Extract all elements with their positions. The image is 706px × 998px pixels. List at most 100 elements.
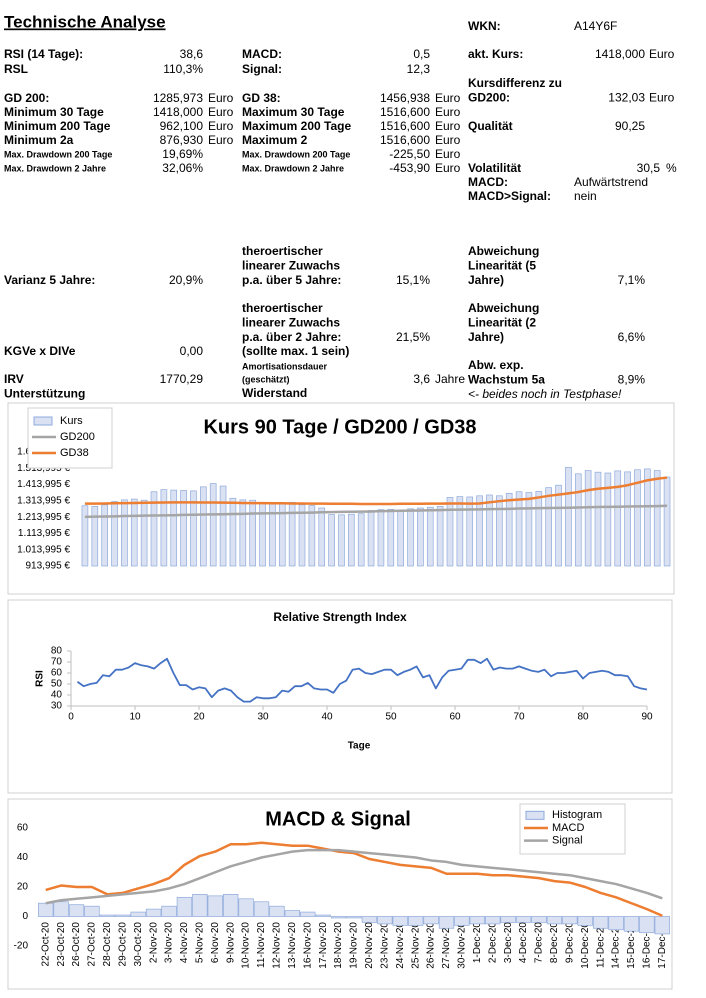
field-label: Signal: <box>242 62 282 76</box>
bar <box>654 916 670 935</box>
y-tick-label: 60 <box>17 823 29 834</box>
bar <box>238 898 254 917</box>
x-tick-label: 27-Oct-20 <box>87 922 98 967</box>
field-label: GD 38: <box>242 91 281 105</box>
chart-title: Kurs 90 Tage / GD200 / GD38 <box>203 416 476 438</box>
bar <box>330 916 347 919</box>
line <box>45 841 663 917</box>
bar <box>176 896 193 917</box>
x-tick-label: 30-Nov-20 <box>457 922 468 969</box>
x-tick-label: 16-Nov-20 <box>302 922 313 969</box>
bar <box>614 470 622 567</box>
x-tick-label: 90 <box>641 712 653 723</box>
field-label: MACD: <box>242 47 282 61</box>
bar <box>387 508 395 567</box>
field-label: Max. Drawdown 200 Tage <box>4 149 112 159</box>
x-tick-label: 24-Nov-20 <box>395 922 406 969</box>
field-label: Wachstum 5a <box>468 372 545 386</box>
bar <box>577 916 593 926</box>
bar <box>150 491 158 567</box>
x-tick-label: 13-Nov-20 <box>287 922 298 969</box>
bar <box>485 916 501 925</box>
x-tick-label: 22-Oct-20 <box>40 922 51 967</box>
bar <box>624 471 631 567</box>
x-tick-label: 30-Oct-20 <box>133 922 144 967</box>
x-tick-label: 70 <box>513 712 525 723</box>
bar <box>644 468 651 567</box>
field-label: p.a. über 5 Jahre: <box>242 273 341 287</box>
chart-frame <box>7 599 673 794</box>
field-value: 15,1% <box>396 273 430 287</box>
bar <box>209 483 217 567</box>
bar <box>229 497 237 567</box>
bar <box>101 504 108 567</box>
legend-label: Kurs <box>60 415 83 427</box>
field-label: RSI (14 Tage): <box>4 47 83 61</box>
field-label: Unterstützung <box>4 386 85 400</box>
bar <box>318 507 326 567</box>
field-unit: Euro <box>435 105 461 119</box>
page-title: Technische Analyse <box>4 12 166 31</box>
field-label: (geschätzt) <box>242 374 290 384</box>
x-tick-label: 14-Dec-20 <box>611 922 622 969</box>
bar <box>500 916 516 923</box>
x-tick-label: 20-Nov-20 <box>364 922 375 969</box>
field-value: Aufwärtstrend <box>574 175 648 189</box>
x-tick-label: 20 <box>193 712 205 723</box>
field-label: theroertischer <box>242 301 323 315</box>
field-value: 1418,000 <box>595 47 645 61</box>
chart-title: MACD & Signal <box>265 808 411 830</box>
field-label: Widerstand <box>242 386 307 400</box>
x-tick-label: 10-Nov-20 <box>241 922 252 969</box>
bar <box>239 499 247 567</box>
field-label: Abweichung <box>468 301 539 315</box>
field-value: 1516,600 <box>380 133 430 147</box>
y-tick-label: 1.013,995 € <box>17 544 70 555</box>
bar <box>634 469 641 567</box>
x-tick-label: 16-Dec-20 <box>642 922 653 969</box>
field-label: Minimum 30 Tage <box>4 105 104 119</box>
legend-swatch <box>33 416 53 426</box>
bar <box>338 514 345 567</box>
bar <box>377 916 393 925</box>
field-label: linearer Zuwachs <box>242 258 340 272</box>
x-tick-label: 7-Dec-20 <box>534 922 545 964</box>
x-tick-label: 40 <box>321 712 333 723</box>
bar <box>663 476 671 567</box>
x-tick-label: 27-Nov-20 <box>441 922 452 969</box>
bar <box>170 489 178 567</box>
field-label: p.a. über 2 Jahre: <box>242 330 341 344</box>
bar <box>639 916 655 934</box>
x-tick-label: 17-Nov-20 <box>318 922 329 969</box>
field-value: 19,69% <box>162 147 203 161</box>
field-unit: Jahre <box>435 372 465 386</box>
bar <box>476 495 483 567</box>
bar <box>545 487 552 567</box>
x-tick-label: 1-Dec-20 <box>472 922 483 964</box>
x-tick-label: 9-Nov-20 <box>225 922 236 964</box>
bar <box>346 916 362 919</box>
field-unit: Euro <box>435 133 461 147</box>
field-label: theroertischer <box>242 244 323 258</box>
bar <box>91 506 99 567</box>
x-tick-label: 26-Nov-20 <box>426 922 437 969</box>
legend-label: Signal <box>552 835 583 847</box>
field-label: Jahre) <box>468 273 504 287</box>
bar <box>531 916 547 923</box>
bar <box>53 901 69 917</box>
y-tick-label: 1.413,995 € <box>17 479 70 490</box>
bar <box>397 509 404 567</box>
bar <box>486 494 493 567</box>
field-value: 12,3 <box>407 62 431 76</box>
bar <box>68 904 85 917</box>
field-value: -453,90 <box>389 161 430 175</box>
bar <box>315 914 331 917</box>
bar <box>454 916 470 926</box>
x-tick-label: 5-Nov-20 <box>194 922 205 964</box>
bar <box>466 496 474 567</box>
field-label: Max. Drawdown 2 Jahre <box>242 163 344 173</box>
field-value: 30,5 <box>637 161 661 175</box>
bar <box>121 499 128 567</box>
x-tick-label: 25-Nov-20 <box>410 922 421 969</box>
bar <box>190 490 197 567</box>
